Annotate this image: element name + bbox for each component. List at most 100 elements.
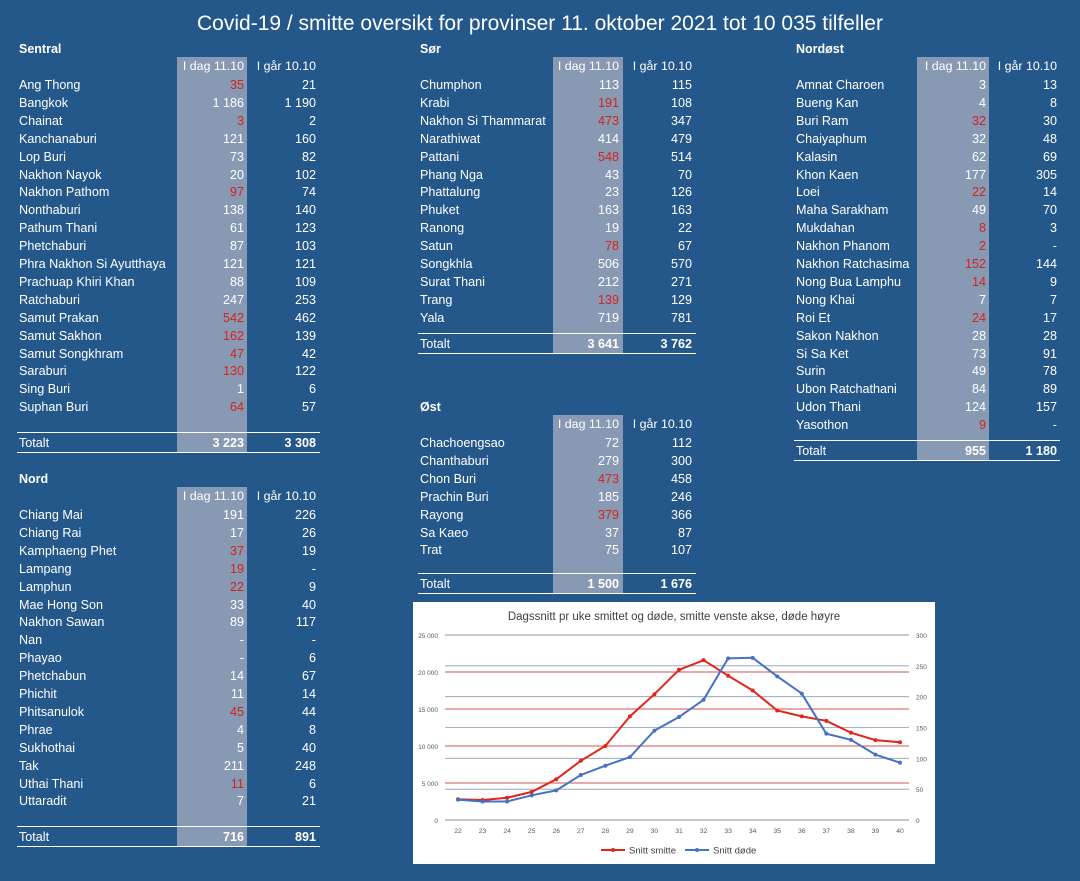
today-value: 152 <box>964 257 986 271</box>
today-value: 473 <box>597 113 619 128</box>
today-value: 47 <box>229 346 244 361</box>
table-row: Udon Thani 124 157 <box>794 398 1060 416</box>
header-yesterday: I går 10.10 <box>632 417 692 431</box>
yesterday-value: 305 <box>1035 167 1057 182</box>
table-row: Roi Et 24 17 <box>794 309 1060 327</box>
province-name: Tak <box>19 758 39 773</box>
today-value: 7 <box>236 794 244 809</box>
x-tick-label: 25 <box>528 828 536 835</box>
x-tick-label: 33 <box>724 828 732 835</box>
today-value: 212 <box>597 274 619 289</box>
yesterday-value: 6 <box>308 776 316 791</box>
province-name: Nakhon Nayok <box>19 167 102 182</box>
yesterday-value: 89 <box>1042 382 1057 397</box>
table-row: Phra Nakhon Si Ayutthaya 121 121 <box>17 255 320 273</box>
province-name: Nong Bua Lamphu <box>796 274 902 289</box>
series-point-0 <box>799 714 804 719</box>
province-name: Sukhothai <box>19 740 76 755</box>
yesterday-value: 70 <box>677 167 692 182</box>
table-row: Chainat 3 2 <box>17 112 320 130</box>
today-value: 62 <box>971 149 986 164</box>
today-value: 177 <box>964 167 986 182</box>
total-bottom-rule <box>17 452 320 454</box>
header-yesterday: I går 10.10 <box>256 489 316 503</box>
yesterday-value: 91 <box>1042 346 1057 361</box>
yesterday-value: 107 <box>670 543 692 558</box>
province-name: Chiang Mai <box>19 508 83 522</box>
today-value: 121 <box>222 257 244 271</box>
table-row: Si Sa Ket 73 91 <box>794 345 1060 363</box>
table-row: Phitsanulok 45 44 <box>17 703 320 721</box>
y-left-tick-label: 20 000 <box>418 670 438 677</box>
today-value: 97 <box>229 185 244 200</box>
today-value: 45 <box>229 704 244 719</box>
table-row: Sakon Nakhon 28 28 <box>794 327 1060 345</box>
series-point-1 <box>578 772 583 777</box>
region-ost: Øst I dag 11.10 I går 10.10 Chachoengsao 72 1… <box>418 400 696 598</box>
total-row: Totalt 1 500 1 676 <box>418 575 696 593</box>
chart-svg: Dagssnitt pr uke smittet og døde, smitte… <box>418 611 927 857</box>
x-tick-label: 31 <box>675 828 683 835</box>
province-name: Yasothon <box>796 418 849 433</box>
table-row: Lampang 19 - <box>17 560 320 578</box>
today-value: 2 <box>978 239 986 254</box>
today-value: 719 <box>597 310 619 325</box>
province-name: Surin <box>796 364 826 379</box>
province-name: Samut Prakan <box>19 310 99 325</box>
x-tick-label: 23 <box>479 828 487 835</box>
legend-marker-0 <box>611 848 615 852</box>
yesterday-value: 9 <box>308 579 316 594</box>
header-yesterday: I går 10.10 <box>632 59 692 73</box>
province-name: Suphan Buri <box>19 400 89 415</box>
table-row: Ubon Ratchathani 84 89 <box>794 380 1060 398</box>
table-row: Kanchanaburi 121 160 <box>17 130 320 148</box>
today-value: 414 <box>597 131 619 146</box>
today-value: 37 <box>229 543 244 558</box>
series-point-0 <box>848 730 853 735</box>
province-name: Samut Songkhram <box>19 346 124 361</box>
yesterday-value: 42 <box>301 346 316 361</box>
table-row: Trang 139 129 <box>418 291 696 309</box>
today-value: 8 <box>978 221 986 236</box>
series-point-1 <box>480 799 485 804</box>
today-value: 3 <box>978 78 986 92</box>
yesterday-value: - <box>1052 418 1057 433</box>
today-value: 247 <box>222 292 244 307</box>
yesterday-value: 2 <box>308 113 316 128</box>
today-value: 43 <box>604 167 619 182</box>
total-label: Totalt <box>420 577 451 592</box>
series-point-1 <box>554 788 559 793</box>
y-right-tick-label: 300 <box>916 633 927 640</box>
yesterday-value: 462 <box>294 310 316 325</box>
province-name: Sakon Nakhon <box>796 328 879 343</box>
y-left-tick-label: 15 000 <box>418 707 438 714</box>
total-label: Totalt <box>420 336 451 351</box>
series-point-0 <box>726 673 731 678</box>
province-name: Satun <box>420 239 453 254</box>
province-name: Chon Buri <box>420 471 477 486</box>
province-name: Udon Thani <box>796 400 861 415</box>
today-value: 20 <box>229 167 244 182</box>
y-right-tick-label: 0 <box>916 818 920 825</box>
yesterday-value: 126 <box>670 185 692 200</box>
table-row: Uttaradit 7 21 <box>17 792 320 810</box>
today-value: 506 <box>597 257 619 271</box>
yesterday-value: 347 <box>670 113 692 128</box>
today-value: 14 <box>229 669 244 684</box>
today-column-shade <box>917 57 989 461</box>
series-point-0 <box>652 692 657 697</box>
yesterday-value: 74 <box>301 185 316 200</box>
yesterday-value: - <box>311 633 316 648</box>
yesterday-value: 115 <box>671 78 692 92</box>
today-value: 24 <box>971 310 986 325</box>
total-yesterday: 891 <box>294 830 316 845</box>
x-tick-label: 30 <box>651 828 659 835</box>
today-value: 32 <box>971 131 986 146</box>
province-name: Phitsanulok <box>19 704 85 719</box>
chart-title: Dagssnitt pr uke smittet og døde, smitte… <box>508 611 840 623</box>
table-row: Phetchaburi 87 103 <box>17 237 320 255</box>
today-value: 130 <box>222 364 244 379</box>
today-value: 11 <box>230 776 244 791</box>
yesterday-value: 458 <box>670 471 692 486</box>
total-yesterday: 1 180 <box>1025 444 1057 458</box>
